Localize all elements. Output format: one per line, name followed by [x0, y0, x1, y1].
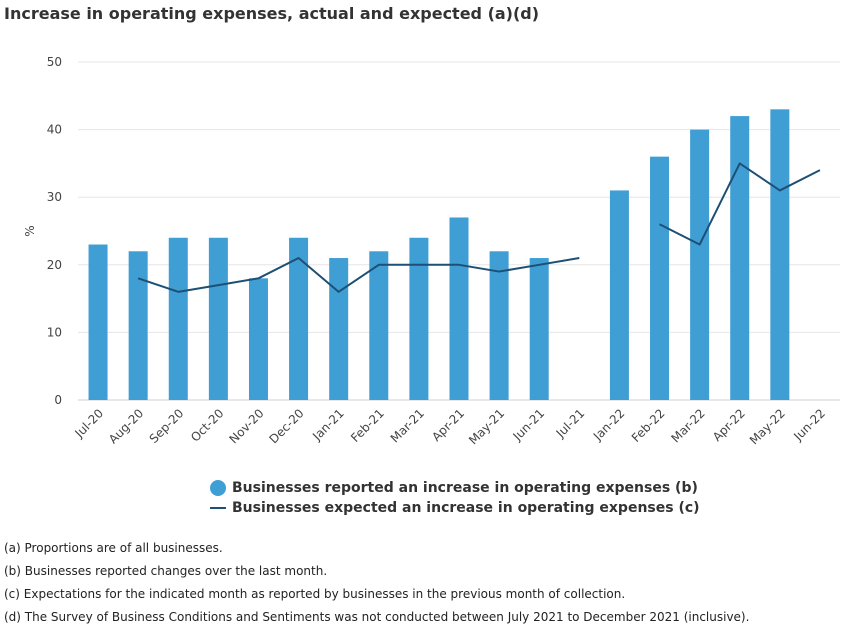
legend-line-label: Businesses expected an increase in opera… — [232, 500, 700, 516]
bar — [449, 217, 469, 400]
y-tick-label: 30 — [47, 190, 62, 204]
bar — [88, 244, 108, 400]
x-tick-label: Mar-22 — [669, 406, 708, 445]
bar — [409, 237, 429, 400]
chart-title: Increase in operating expenses, actual a… — [4, 4, 540, 23]
y-tick-label: 0 — [54, 393, 62, 407]
footnote-c: (c) Expectations for the indicated month… — [4, 587, 626, 601]
bar — [730, 116, 750, 400]
bar — [128, 251, 148, 400]
legend-item-line: Businesses expected an increase in opera… — [210, 498, 700, 518]
bar — [690, 129, 710, 400]
bar — [489, 251, 509, 400]
legend: Businesses reported an increase in opera… — [210, 478, 700, 518]
line-series-segment — [137, 257, 580, 293]
x-tick-label: Jul-20 — [71, 406, 106, 441]
footnote-b: (b) Businesses reported changes over the… — [4, 564, 328, 578]
x-tick-label: Jun-21 — [510, 406, 548, 444]
bar — [529, 258, 549, 400]
x-tick-label: Mar-21 — [388, 406, 427, 445]
x-tick-label: May-22 — [747, 406, 788, 447]
x-tick-label: Dec-20 — [267, 406, 307, 446]
y-tick-label: 20 — [47, 258, 62, 272]
bar — [329, 258, 349, 400]
y-tick-label: 40 — [47, 123, 62, 137]
x-tick-label: Jun-22 — [790, 406, 828, 444]
x-tick-label: Feb-22 — [629, 406, 668, 445]
y-tick-label: 50 — [47, 55, 62, 69]
bar — [770, 109, 790, 400]
x-tick-label: May-21 — [466, 406, 507, 447]
y-tick-label: 10 — [47, 325, 62, 339]
bar — [650, 156, 670, 400]
x-tick-label: Jan-21 — [309, 406, 347, 444]
x-tick-label: Oct-20 — [188, 406, 226, 444]
legend-bar-label: Businesses reported an increase in opera… — [232, 480, 698, 496]
y-axis-label: % — [23, 225, 37, 236]
bar — [609, 190, 629, 400]
x-tick-label: Feb-21 — [348, 406, 387, 445]
bar — [168, 237, 188, 400]
bar — [208, 237, 228, 400]
footnote-a: (a) Proportions are of all businesses. — [4, 541, 223, 555]
x-tick-label: Jul-21 — [553, 406, 588, 441]
legend-item-bars: Businesses reported an increase in opera… — [210, 478, 700, 498]
footnote-d: (d) The Survey of Business Conditions an… — [4, 610, 750, 624]
bar — [369, 251, 389, 400]
legend-bar-swatch — [210, 480, 226, 496]
x-tick-label: Aug-20 — [106, 406, 146, 446]
x-tick-label: Nov-20 — [226, 406, 266, 446]
x-tick-label: Jan-22 — [590, 406, 628, 444]
chart: 0 10 20 30 40 50% Jul-20 Aug-20 Sep-20 Oct-20 Nov-… — [23, 55, 840, 447]
bar — [289, 237, 309, 400]
x-tick-label: Apr-22 — [710, 406, 748, 444]
legend-line-swatch — [210, 507, 226, 509]
bar — [248, 278, 268, 400]
footnotes: (a) Proportions are of all businesses. (… — [4, 540, 749, 632]
x-tick-label: Apr-21 — [429, 406, 467, 444]
x-tick-label: Sep-20 — [147, 406, 187, 446]
